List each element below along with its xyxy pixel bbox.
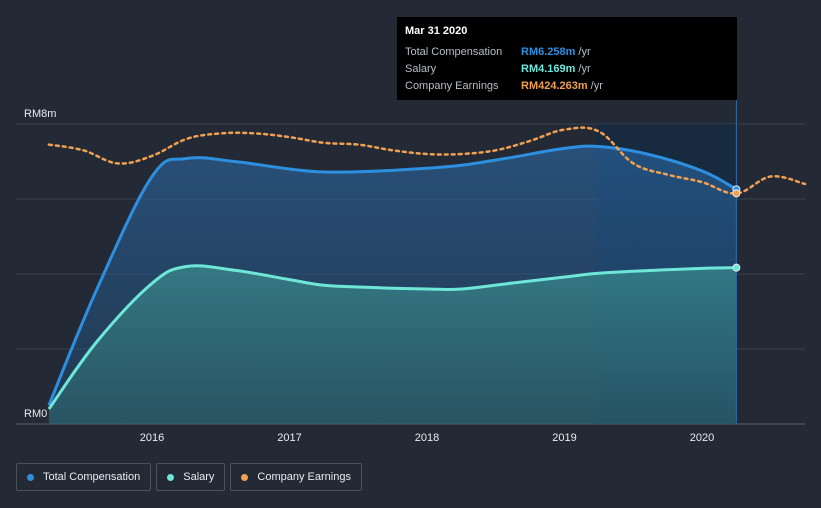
y-tick-label: RM8m <box>24 108 56 120</box>
x-tick-label: 2018 <box>415 432 439 444</box>
legend-label: Company Earnings <box>257 471 351 483</box>
tooltip-value: RM6.258m <box>521 45 576 58</box>
tooltip-label: Total Compensation <box>405 45 503 58</box>
x-tick-label: 2017 <box>277 432 301 444</box>
legend-dot-icon <box>241 473 249 481</box>
tooltip-label: Salary <box>405 62 437 75</box>
legend-dot-icon <box>167 473 175 481</box>
x-tick-label: 2016 <box>140 432 164 444</box>
legend-item-company-earnings[interactable]: Company Earnings <box>230 463 362 491</box>
tooltip: Mar 31 2020 Total Compensation RM6.258m … <box>397 17 737 100</box>
legend-item-total-compensation[interactable]: Total Compensation <box>16 463 152 491</box>
company-earnings-line <box>47 126 807 195</box>
legend-label: Salary <box>183 471 215 483</box>
salary-point <box>732 263 741 272</box>
tooltip-unit: /yr <box>590 79 603 92</box>
company-earnings-point <box>732 189 741 198</box>
tooltip-unit: /yr <box>578 45 591 58</box>
x-tick-label: 2019 <box>552 432 576 444</box>
tooltip-row-salary: Salary RM4.169m /yr <box>405 60 729 77</box>
legend-label: Total Compensation <box>43 471 141 483</box>
tooltip-unit: /yr <box>578 62 591 75</box>
legend-item-salary[interactable]: Salary <box>156 463 226 491</box>
total-compensation-line <box>47 144 738 406</box>
tooltip-value: RM424.263m <box>521 79 588 92</box>
legend-dot-icon <box>27 473 34 481</box>
tooltip-date: Mar 31 2020 <box>405 25 468 37</box>
tooltip-row-earnings: Company Earnings RM424.263m /yr <box>405 77 729 94</box>
tooltip-value: RM4.169m <box>521 62 576 75</box>
legend: Total Compensation Salary Company Earnin… <box>16 463 362 491</box>
tooltip-label: Company Earnings <box>405 79 499 92</box>
y-tick-label: RM0 <box>24 408 47 420</box>
tooltip-row-total: Total Compensation RM6.258m /yr <box>405 43 729 60</box>
salary-line <box>47 264 737 410</box>
salary-area <box>48 265 737 424</box>
x-tick-label: 2020 <box>690 432 714 444</box>
